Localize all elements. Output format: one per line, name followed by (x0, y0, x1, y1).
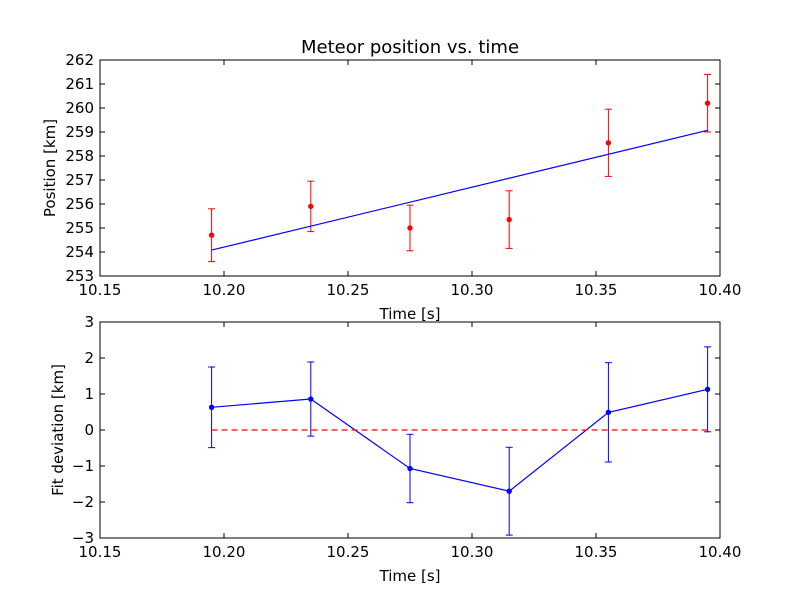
data-point (704, 100, 711, 106)
y-tick-label: 0 (84, 421, 94, 439)
y-tick-label: 255 (65, 219, 94, 237)
y-axis-label: Fit deviation [km] (49, 364, 67, 496)
y-tick-label: 254 (65, 243, 94, 261)
chart-title: Meteor position vs. time (301, 37, 519, 58)
data-point (208, 404, 215, 411)
data-point (208, 232, 215, 238)
deviation-line (211, 388, 708, 492)
data-point (308, 396, 314, 402)
x-tick-label: 10.25 (327, 543, 370, 561)
plot-frame (99, 59, 721, 277)
y-tick-label: −1 (72, 457, 94, 475)
y-tick-label: 3 (84, 313, 94, 331)
x-axis-label: Time [s] (379, 567, 441, 585)
y-tick-label: 260 (65, 99, 94, 117)
x-tick-label: 10.40 (699, 281, 742, 299)
y-tick-label: −3 (72, 529, 94, 547)
data-point (308, 203, 314, 210)
data-point (407, 465, 413, 472)
data-point (605, 409, 612, 416)
y-axis-label: Position [km] (41, 119, 59, 217)
x-ticks: 10.15 10.20 10.25 10.30 10.35 10.40 (79, 322, 742, 561)
y-tick-label: −2 (72, 493, 94, 511)
y-tick-label: 261 (65, 75, 94, 93)
y-tick-label: 258 (65, 147, 94, 165)
x-tick-label: 10.40 (699, 543, 742, 561)
data-point (605, 140, 612, 146)
y-ticks: 253 254 255 256 257 258 259 260 261 262 (65, 51, 720, 285)
x-tick-label: 10.30 (451, 543, 494, 561)
y-tick-label: 256 (65, 195, 94, 213)
y-tick-label: 259 (65, 123, 94, 141)
y-tick-label: 2 (84, 349, 94, 367)
x-tick-label: 10.35 (575, 543, 618, 561)
x-ticks: 10.15 10.20 10.25 10.30 10.35 10.40 (79, 60, 742, 299)
deviation-marks (208, 346, 712, 536)
x-tick-label: 10.20 (203, 281, 246, 299)
y-tick-label: 262 (65, 51, 94, 69)
x-tick-label: 10.30 (451, 281, 494, 299)
position-plot: Meteor position vs. time 10.15 10.20 10.25… (41, 37, 741, 323)
data-point (506, 488, 512, 494)
fit-line (211, 129, 708, 251)
y-tick-label: 257 (65, 171, 94, 189)
data-point (704, 386, 711, 393)
y-tick-label: 253 (65, 267, 94, 285)
x-tick-label: 10.15 (79, 281, 122, 299)
x-tick-label: 10.20 (203, 543, 246, 561)
y-tick-label: 1 (84, 385, 94, 403)
position-marks (208, 73, 712, 263)
deviation-plot: 10.15 10.20 10.25 10.30 10.35 10.40 −3 −2 −1 0 1 2… (49, 313, 741, 585)
x-tick-label: 10.15 (79, 543, 122, 561)
data-point (506, 216, 512, 223)
x-tick-label: 10.25 (327, 281, 370, 299)
data-point (407, 225, 413, 231)
y-ticks: −3 −2 −1 0 1 2 3 (72, 313, 720, 547)
x-tick-label: 10.35 (575, 281, 618, 299)
x-axis-label: Time [s] (379, 305, 441, 323)
